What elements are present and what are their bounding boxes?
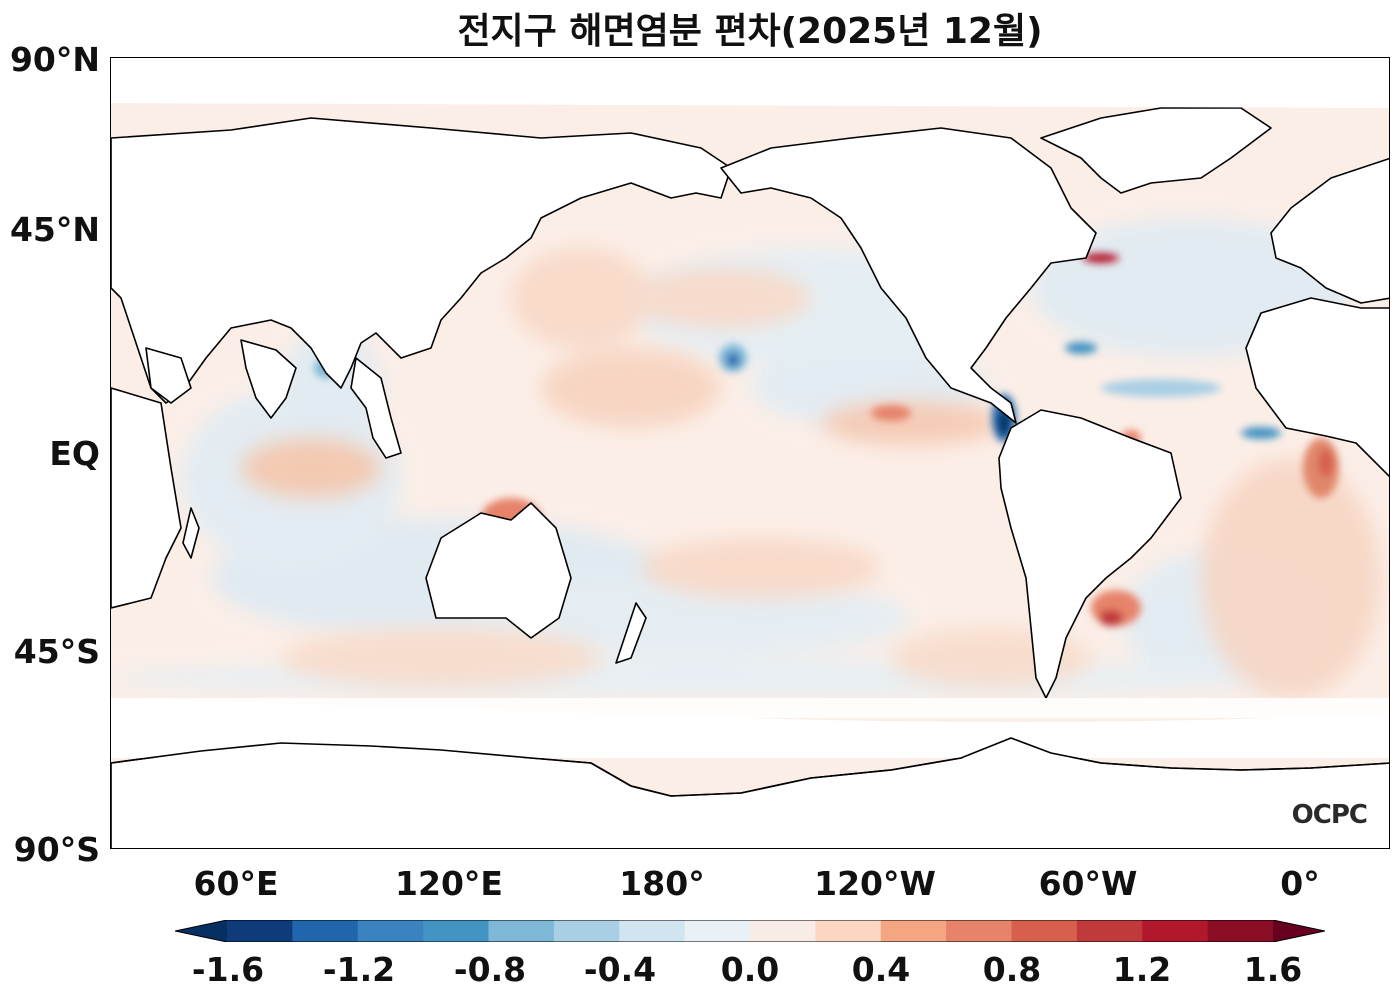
colorbar-extend-min <box>175 920 227 942</box>
australia <box>425 502 572 639</box>
colorbar-segment <box>619 920 686 942</box>
x-tick-label: 60°E <box>193 864 279 903</box>
map-title: 전지구 해면염분 편차(2025년 12월) <box>457 11 1043 52</box>
colorbar-segment <box>488 920 555 942</box>
x-tick-label: 180° <box>619 864 705 903</box>
colorbar-segment <box>880 920 947 942</box>
new-zealand <box>615 602 647 664</box>
x-tick-label: 0° <box>1280 864 1320 903</box>
no-data-region <box>111 698 1389 758</box>
arabia <box>145 347 192 404</box>
x-tick-label: 120°W <box>814 864 936 903</box>
colorbar-segment <box>815 920 882 942</box>
colorbar-svg <box>174 919 1326 943</box>
europe-west <box>1270 157 1389 304</box>
antarctica-coastline <box>111 737 1389 797</box>
anomaly-field-positive <box>241 248 1381 698</box>
colorbar-segment <box>357 920 424 942</box>
north-america <box>720 127 1097 424</box>
colorbar-segment <box>423 920 489 942</box>
colorbar-tick-label: 0.4 <box>851 950 911 989</box>
colorbar-segment <box>553 920 620 942</box>
colorbar-segment <box>1142 920 1209 942</box>
colorbar-tick-label: -0.8 <box>453 950 527 989</box>
land-masses <box>111 107 1389 848</box>
south-america <box>998 409 1182 699</box>
colorbar-segment <box>1011 920 1078 942</box>
colorbar-segment <box>750 920 816 942</box>
map-canvas <box>111 58 1389 848</box>
y-tick-label: 90°N <box>9 40 100 79</box>
southeast-asia <box>350 357 402 459</box>
colorbar-tick-label: 0.0 <box>720 950 780 989</box>
greenland <box>1040 107 1272 194</box>
colorbar-segment <box>292 920 359 942</box>
colorbar-segment <box>946 920 1012 942</box>
arctic-no-data <box>111 58 1389 108</box>
colorbar-extend-max <box>1273 920 1325 942</box>
colorbar-tick-label: 1.6 <box>1243 950 1303 989</box>
colorbar-segment <box>1076 920 1143 942</box>
colorbar-tick-label: -0.4 <box>583 950 657 989</box>
salinity-anomaly-map: OCPC <box>110 57 1390 849</box>
africa <box>111 387 182 609</box>
colorbar-tick-label: -1.2 <box>322 950 396 989</box>
colorbar <box>174 919 1326 943</box>
colorbar-segment <box>684 920 751 942</box>
y-tick-label: 45°S <box>13 632 100 671</box>
africa-west <box>1245 297 1389 478</box>
ocpc-logo: OCPC <box>1291 800 1368 830</box>
y-tick-label: 90°S <box>13 830 100 869</box>
colorbar-tick-label: -1.6 <box>191 950 265 989</box>
madagascar <box>182 507 200 559</box>
colorbar-tick-label: 0.8 <box>982 950 1042 989</box>
y-tick-label: EQ <box>49 434 100 473</box>
colorbar-segment <box>1207 920 1274 942</box>
colorbar-segment <box>227 920 293 942</box>
colorbar-tick-label: 1.2 <box>1112 950 1172 989</box>
y-tick-label: 45°N <box>9 210 100 249</box>
india <box>240 339 297 419</box>
x-tick-label: 60°W <box>1038 864 1138 903</box>
x-tick-label: 120°E <box>395 864 503 903</box>
